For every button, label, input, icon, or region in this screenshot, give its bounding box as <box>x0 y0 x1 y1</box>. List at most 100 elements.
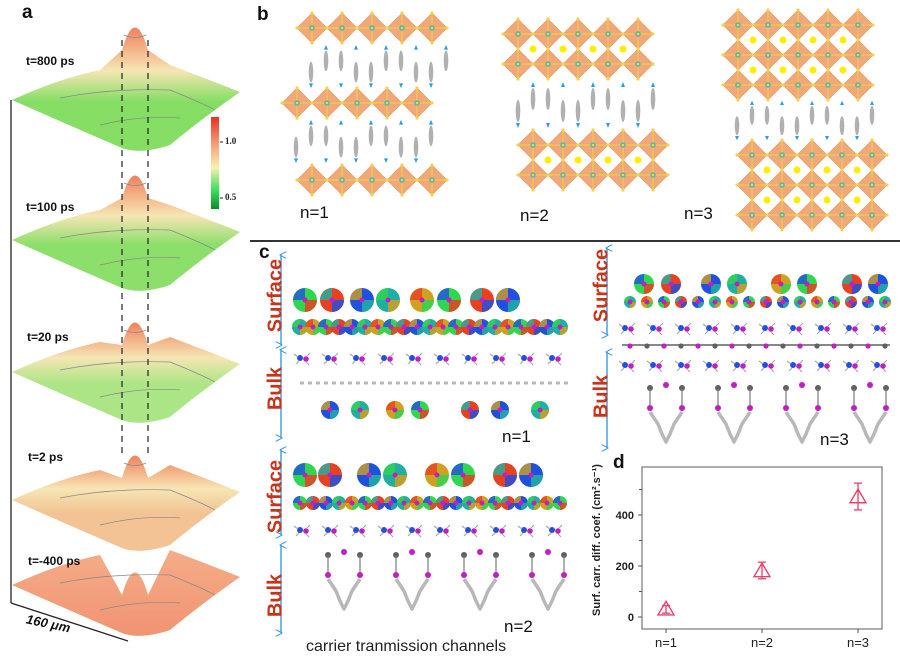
orbital-isosurface <box>794 296 806 308</box>
iodine-atom <box>695 299 701 305</box>
halide-atom <box>736 68 740 72</box>
halide-atom <box>400 193 404 197</box>
orbital-isosurface <box>726 296 738 308</box>
ammonium-arrow <box>636 123 640 128</box>
halide-atom <box>531 32 535 36</box>
halide-atom <box>826 8 830 12</box>
iodine-atom <box>359 297 365 303</box>
orbital-isosurface <box>370 319 386 335</box>
iodine-atom <box>545 549 551 555</box>
iodine-atom <box>349 500 355 506</box>
halide-atom <box>516 173 520 177</box>
orbital-isosurface <box>320 288 344 312</box>
ammonium-arrow <box>324 44 328 50</box>
orbital-isosurface <box>634 274 654 294</box>
iodine-atom <box>678 299 684 305</box>
halide-atom <box>280 101 284 105</box>
contour-line <box>99 256 181 266</box>
halide-atom <box>430 41 434 45</box>
organic-cation <box>433 352 451 366</box>
contour-line <box>123 34 147 38</box>
organic-cation <box>517 352 535 366</box>
halide-atom <box>546 143 550 147</box>
halide-atom <box>516 47 520 51</box>
halide-atom <box>796 38 800 42</box>
contour-line <box>99 601 181 611</box>
surface-plot <box>12 322 240 423</box>
atom <box>746 343 752 349</box>
halide-atom <box>576 143 580 147</box>
halide-atom <box>780 198 784 202</box>
iodine-atom <box>336 324 342 330</box>
orbital-isosurface <box>436 496 450 510</box>
orbital-isosurface <box>344 319 360 335</box>
orbital-isosurface <box>293 288 317 312</box>
orbital-isosurface <box>357 463 381 487</box>
organic-cation <box>870 322 888 336</box>
ammonium-arrow <box>294 158 298 164</box>
halide-atom <box>781 23 785 27</box>
contour-line <box>59 89 216 111</box>
spacer-molecule <box>443 50 449 72</box>
halide-atom <box>576 173 580 177</box>
ammonium-arrow <box>765 135 769 141</box>
halide-atom <box>636 17 640 21</box>
organic-cation <box>349 524 367 538</box>
orbital-isosurface <box>527 496 541 510</box>
spacer-molecule <box>869 105 875 125</box>
halide-atom <box>355 178 359 182</box>
halide-atom <box>826 68 830 72</box>
halide-atom <box>636 143 640 147</box>
iodine-atom <box>479 324 485 330</box>
a-site-cation <box>529 45 537 53</box>
orbital-isosurface <box>709 296 721 308</box>
halide-atom <box>370 11 374 15</box>
time-label: t=800 ps <box>26 54 75 68</box>
ammonium-arrow <box>750 100 754 106</box>
spacer-molecule <box>749 105 755 125</box>
y-tick-label: 400 <box>616 510 634 522</box>
halide-atom <box>400 41 404 45</box>
inorganic-layer <box>721 8 875 102</box>
ammonium-arrow <box>309 83 313 89</box>
halide-atom <box>546 17 550 21</box>
orbital-isosurface <box>552 319 568 335</box>
organic-cation <box>758 359 776 373</box>
halide-atom <box>840 228 844 232</box>
organic-cation <box>674 322 692 336</box>
ammonium-arrow <box>606 123 610 128</box>
orbital-isosurface <box>345 496 359 510</box>
contour-line <box>99 388 181 398</box>
orbital-isosurface <box>496 288 520 312</box>
orbital-isosurface <box>371 496 385 510</box>
orbital-isosurface <box>526 319 542 335</box>
spacer-molecule <box>323 125 329 147</box>
spacer-molecule <box>398 136 404 158</box>
organic-cation <box>517 524 535 538</box>
halide-atom <box>651 32 655 36</box>
spacer-molecule <box>575 100 581 122</box>
a-site-cation <box>544 156 552 164</box>
organic-cation <box>377 524 395 538</box>
spacer-molecule <box>398 50 404 72</box>
iodine-atom <box>505 500 511 506</box>
alkyl-chain <box>325 549 363 611</box>
atom <box>814 343 820 349</box>
iodine-atom <box>466 500 472 506</box>
spacer-molecule <box>590 88 596 110</box>
halide-atom <box>636 173 640 177</box>
halide-atom <box>591 188 595 192</box>
organic-cation <box>646 359 664 373</box>
iodine-atom <box>417 407 423 413</box>
spacer-molecule <box>824 105 830 125</box>
organic-cation <box>730 359 748 373</box>
halide-atom <box>751 23 755 27</box>
halide-atom <box>795 183 799 187</box>
halide-atom <box>531 188 535 192</box>
halide-atom <box>780 228 784 232</box>
ammonium-arrow <box>444 44 448 50</box>
atom <box>712 343 718 349</box>
halide-atom <box>576 77 580 81</box>
iodine-atom <box>460 472 466 478</box>
iodine-atom <box>414 500 420 506</box>
